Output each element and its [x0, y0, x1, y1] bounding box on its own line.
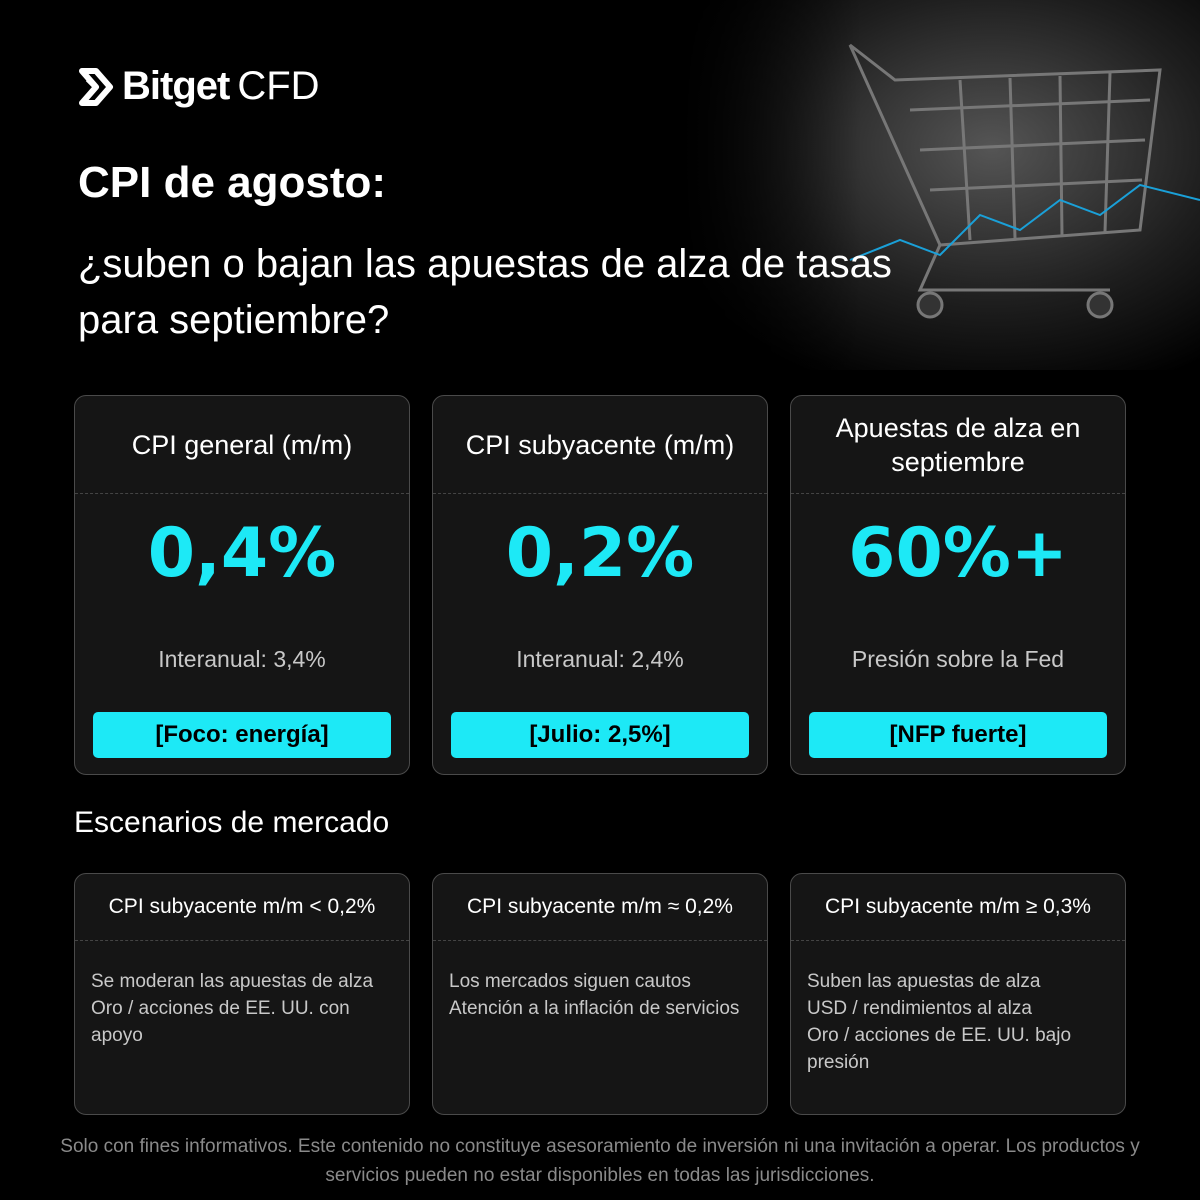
card-note: Interanual: 3,4% — [158, 646, 326, 672]
subtitle: ¿suben o bajan las apuestas de alza de t… — [78, 242, 892, 342]
scenario-title: CPI subyacente m/m < 0,2% — [75, 874, 409, 941]
card-tag: [Foco: energía] — [93, 712, 391, 758]
card-title: Apuestas de alza en septiembre — [791, 396, 1125, 494]
scenario-card: CPI subyacente m/m ≈ 0,2% Los mercados s… — [432, 873, 768, 1115]
disclaimer: Solo con fines informativos. Este conten… — [60, 1136, 1140, 1186]
hero-image — [680, 0, 1200, 370]
logo: Bitget CFD — [78, 64, 320, 109]
card: CPI subyacente (m/m) 0,2% Interanual: 2,… — [432, 395, 768, 775]
scenario-title: CPI subyacente m/m ≈ 0,2% — [433, 874, 767, 941]
logo-brand: Bitget — [122, 64, 230, 108]
scenario-line: Oro / acciones de EE. UU. con apoyo — [91, 998, 350, 1046]
scenario-line: Se moderan las apuestas de alza — [91, 971, 374, 992]
card-note: Presión sobre la Fed — [851, 646, 1065, 672]
logo-icon — [79, 67, 113, 106]
scenario-line: Suben las apuestas de alza — [807, 971, 1041, 992]
scenario-lines: Se moderan las apuestas de alza Oro / acc… — [91, 968, 395, 1049]
scenario-line: USD / rendimientos al alza — [807, 998, 1032, 1019]
card: Apuestas de alza en septiembre 60%+ Pres… — [790, 395, 1126, 775]
scenario-title: CPI subyacente m/m ≥ 0,3% — [791, 874, 1125, 941]
card: CPI general (m/m) 0,4% Interanual: 3,4% … — [74, 395, 410, 775]
logo-suffix: CFD — [237, 64, 320, 108]
card-tag: [Julio: 2,5%] — [451, 712, 749, 758]
card-title: CPI subyacente (m/m) — [433, 396, 767, 494]
card-value: 60%+ — [848, 514, 1068, 593]
scenario-card: CPI subyacente m/m < 0,2% Se moderan las… — [74, 873, 410, 1115]
title: CPI de agosto: — [78, 158, 387, 207]
scenario-lines: Los mercados siguen cautos Atención a la … — [449, 968, 753, 1022]
scenario-line: Los mercados siguen cautos — [449, 971, 691, 992]
card-tag: [NFP fuerte] — [809, 712, 1107, 758]
card-title: CPI general (m/m) — [75, 396, 409, 494]
scenario-line: Atención a la inflación de servicios — [449, 998, 740, 1019]
card-note: Interanual: 2,4% — [516, 646, 684, 672]
section-title: Escenarios de mercado — [74, 806, 390, 839]
scenario-lines: Suben las apuestas de alza USD / rendimie… — [807, 968, 1111, 1076]
scenario-card: CPI subyacente m/m ≥ 0,3% Suben las apue… — [790, 873, 1126, 1115]
scenario-line: Oro / acciones de EE. UU. bajo presión — [807, 1025, 1072, 1073]
card-value: 0,4% — [147, 514, 337, 593]
card-value: 0,2% — [505, 514, 695, 593]
